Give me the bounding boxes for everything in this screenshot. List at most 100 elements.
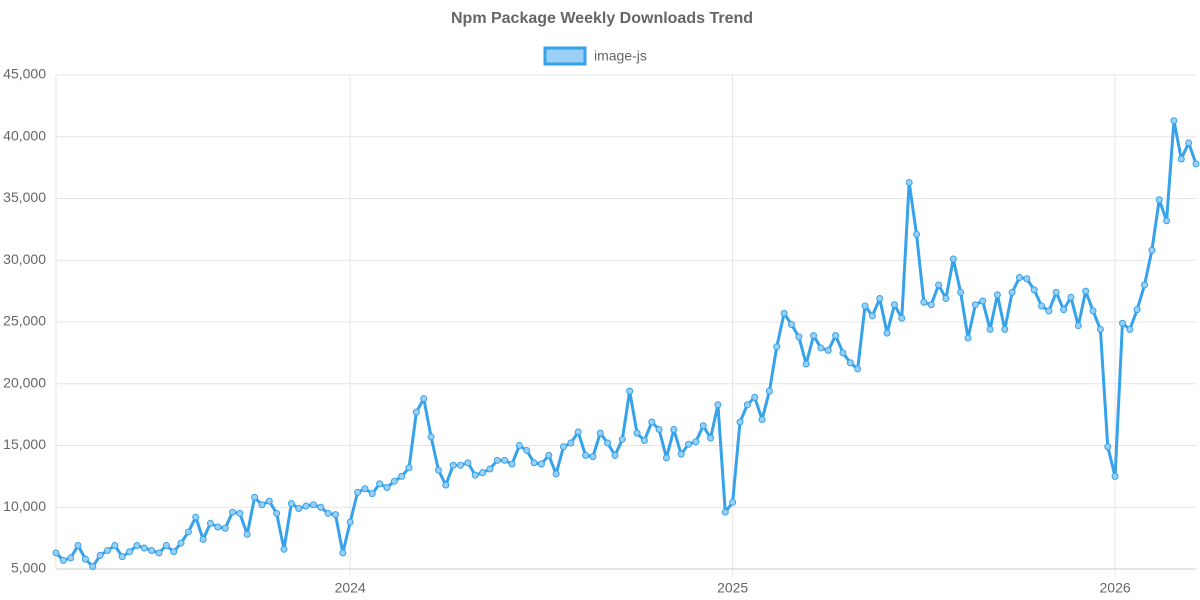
data-point: [662, 454, 670, 462]
y-tick-label: 35,000: [3, 189, 46, 205]
data-point: [1001, 325, 1009, 333]
y-tick-label: 15,000: [3, 436, 46, 452]
data-point: [714, 401, 722, 409]
data-point: [376, 480, 384, 488]
data-point: [883, 329, 891, 337]
data-point: [331, 511, 339, 519]
data-point: [405, 464, 413, 472]
data-point: [302, 502, 310, 510]
data-point: [515, 442, 523, 449]
data-point: [148, 546, 156, 554]
data-point: [74, 542, 82, 550]
data-point: [596, 429, 604, 437]
data-point: [1060, 306, 1068, 314]
legend-swatch: [543, 46, 587, 66]
data-point: [67, 554, 75, 562]
data-point: [457, 461, 465, 469]
data-point: [390, 477, 398, 485]
data-point: [177, 539, 185, 547]
data-point: [927, 301, 935, 309]
y-tick-label: 40,000: [3, 127, 46, 143]
data-point: [354, 488, 362, 496]
data-point: [1023, 275, 1031, 283]
data-point: [1141, 281, 1149, 289]
data-point: [846, 359, 854, 367]
data-point: [810, 332, 818, 340]
data-point: [1163, 217, 1171, 225]
data-point: [206, 519, 214, 527]
data-point: [184, 528, 192, 536]
data-point: [52, 549, 60, 557]
data-point: [111, 542, 119, 550]
data-point: [59, 556, 67, 564]
data-point: [1067, 293, 1075, 301]
data-point: [898, 314, 906, 322]
data-point: [582, 451, 590, 459]
data-point: [1052, 288, 1060, 296]
data-point: [795, 333, 803, 341]
data-point: [346, 518, 354, 526]
data-point: [236, 509, 244, 517]
data-point: [1111, 472, 1119, 480]
data-point: [817, 344, 825, 352]
legend-label: image-js: [594, 48, 647, 64]
data-point: [258, 501, 266, 509]
data-point: [420, 395, 428, 403]
data-point: [273, 509, 281, 517]
data-point: [567, 439, 575, 447]
data-point: [604, 439, 612, 447]
data-point: [383, 483, 391, 491]
y-tick-label: 5,000: [11, 560, 46, 576]
data-point: [787, 320, 795, 328]
data-point: [758, 416, 766, 424]
data-point: [574, 428, 582, 436]
y-tick-label: 30,000: [3, 251, 46, 267]
data-point: [214, 523, 222, 531]
y-tick-label: 25,000: [3, 313, 46, 329]
data-point: [1074, 322, 1082, 330]
data-point: [942, 295, 950, 303]
data-point: [1104, 443, 1112, 451]
data-point: [721, 508, 729, 516]
data-point: [442, 481, 450, 489]
data-point: [295, 504, 303, 512]
data-point: [486, 465, 494, 473]
data-point: [780, 309, 788, 317]
data-point: [971, 301, 979, 309]
data-point: [633, 429, 641, 437]
data-point: [170, 548, 178, 556]
series-line: [54, 119, 1198, 569]
data-point: [199, 535, 207, 543]
data-point: [618, 435, 626, 443]
data-point: [412, 408, 420, 416]
data-point: [1148, 246, 1156, 254]
x-tick-label: 2026: [1100, 580, 1131, 596]
data-point: [685, 440, 693, 448]
data-point: [979, 297, 987, 305]
y-tick-label: 45,000: [3, 66, 46, 82]
y-tick-label: 10,000: [3, 498, 46, 514]
data-point: [221, 524, 229, 532]
data-point: [537, 460, 545, 468]
data-point: [1185, 139, 1193, 147]
data-point: [508, 460, 516, 468]
data-point: [905, 178, 913, 186]
data-point: [133, 542, 141, 550]
data-point: [743, 401, 751, 409]
data-point: [162, 542, 170, 550]
data-point: [677, 450, 685, 458]
data-point: [1030, 286, 1038, 294]
data-point: [1038, 302, 1046, 310]
data-point: [773, 343, 781, 351]
data-point: [935, 281, 943, 289]
data-point: [140, 544, 148, 552]
data-point: [832, 332, 840, 340]
data-point: [559, 443, 567, 451]
data-point: [427, 433, 435, 441]
data-point: [670, 425, 678, 433]
data-point: [243, 530, 251, 538]
y-tick-label: 20,000: [3, 374, 46, 390]
data-point: [854, 365, 862, 373]
data-point: [824, 346, 832, 354]
